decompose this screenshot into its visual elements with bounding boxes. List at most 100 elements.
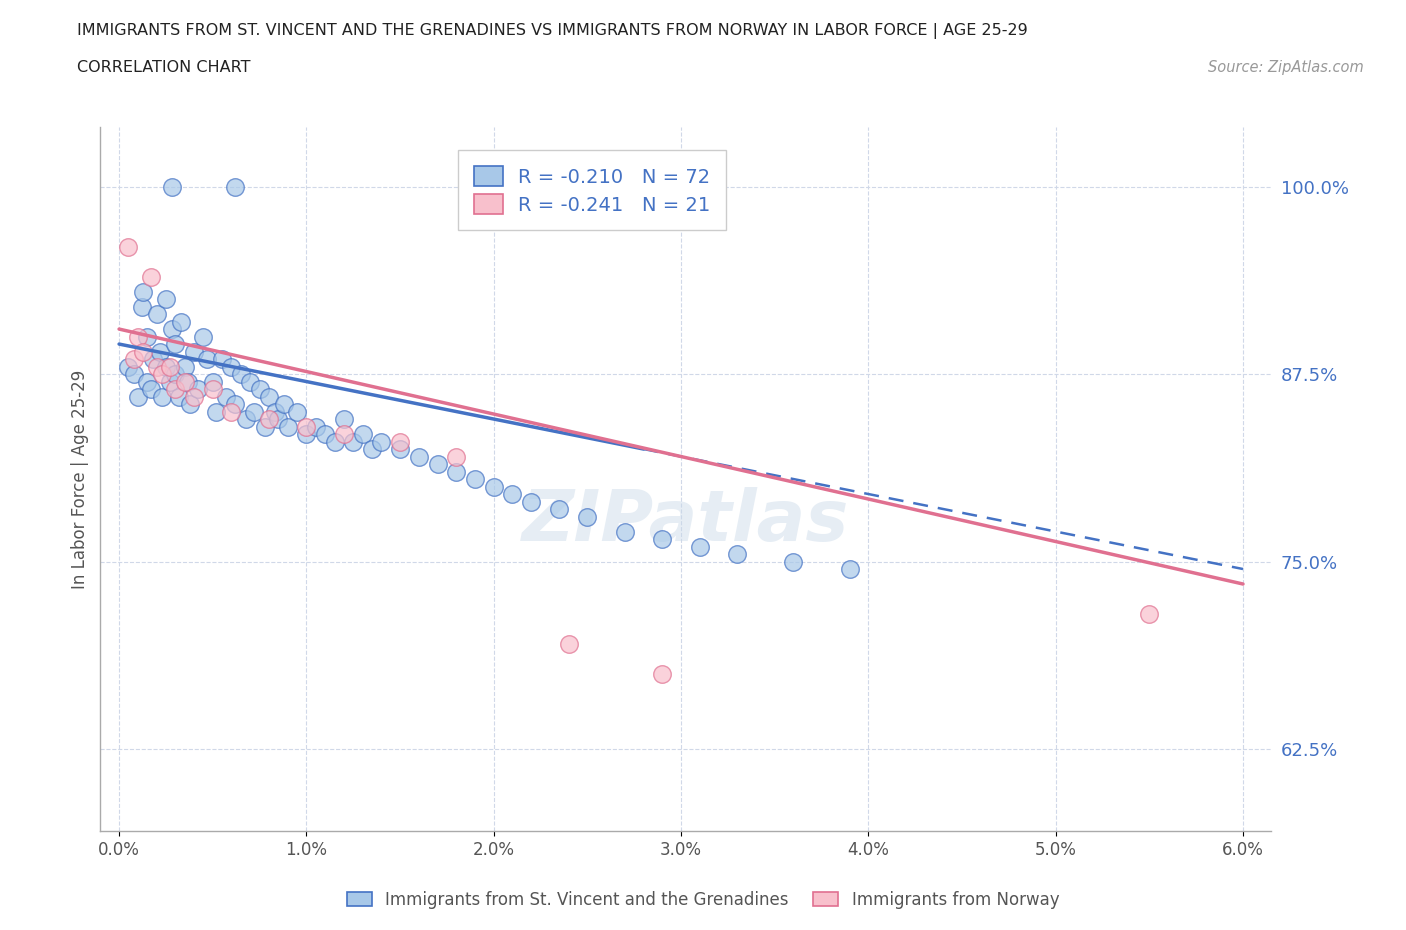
Point <box>117 359 139 374</box>
Point <box>201 381 224 396</box>
Point <box>1137 606 1160 621</box>
Point <box>235 412 257 427</box>
Point <box>548 501 571 516</box>
Point <box>155 292 177 307</box>
Point <box>501 486 523 501</box>
Point <box>257 389 280 404</box>
Point <box>314 427 336 442</box>
Point <box>127 389 149 404</box>
Point <box>149 344 172 359</box>
Point <box>221 359 243 374</box>
Legend: R = -0.210   N = 72, R = -0.241   N = 21: R = -0.210 N = 72, R = -0.241 N = 21 <box>458 151 725 231</box>
Point <box>239 374 262 389</box>
Point <box>482 479 505 494</box>
Point <box>139 381 162 396</box>
Point <box>838 562 860 577</box>
Point <box>211 352 233 366</box>
Point <box>295 419 318 434</box>
Point <box>187 381 209 396</box>
Point <box>295 427 318 442</box>
Point <box>201 374 224 389</box>
Point <box>136 329 159 344</box>
Point <box>689 539 711 554</box>
Point <box>285 405 308 419</box>
Point <box>361 442 384 457</box>
Point <box>145 359 167 374</box>
Point <box>333 427 356 442</box>
Point <box>183 389 205 404</box>
Point <box>142 352 165 366</box>
Point <box>127 329 149 344</box>
Legend: Immigrants from St. Vincent and the Grenadines, Immigrants from Norway: Immigrants from St. Vincent and the Gren… <box>339 883 1067 917</box>
Point <box>342 434 364 449</box>
Point <box>165 366 187 381</box>
Point <box>160 322 183 337</box>
Point <box>155 359 177 374</box>
Point <box>179 396 201 411</box>
Point <box>408 449 430 464</box>
Point <box>170 314 193 329</box>
Text: Source: ZipAtlas.com: Source: ZipAtlas.com <box>1208 60 1364 75</box>
Point <box>132 285 155 299</box>
Point <box>243 405 266 419</box>
Point <box>159 359 181 374</box>
Point <box>613 525 636 539</box>
Point <box>257 412 280 427</box>
Point <box>150 389 173 404</box>
Point <box>139 269 162 284</box>
Point <box>173 359 195 374</box>
Point <box>205 405 228 419</box>
Point <box>136 374 159 389</box>
Point <box>145 307 167 322</box>
Point <box>167 389 190 404</box>
Point <box>165 381 187 396</box>
Point <box>426 457 449 472</box>
Point <box>131 299 153 314</box>
Point <box>267 412 290 427</box>
Text: IMMIGRANTS FROM ST. VINCENT AND THE GRENADINES VS IMMIGRANTS FROM NORWAY IN LABO: IMMIGRANTS FROM ST. VINCENT AND THE GREN… <box>77 23 1028 39</box>
Point <box>221 405 243 419</box>
Point <box>277 419 299 434</box>
Point <box>160 179 183 194</box>
Point <box>173 374 195 389</box>
Point <box>254 419 277 434</box>
Point <box>273 396 295 411</box>
Point <box>159 374 181 389</box>
Point <box>725 547 748 562</box>
Point <box>122 352 145 366</box>
Point <box>249 381 271 396</box>
Point <box>195 352 218 366</box>
Point <box>557 636 579 651</box>
Point <box>132 344 155 359</box>
Point <box>520 494 543 509</box>
Point <box>183 344 205 359</box>
Point <box>389 434 412 449</box>
Point <box>464 472 486 486</box>
Point <box>150 366 173 381</box>
Point <box>122 366 145 381</box>
Point <box>333 412 356 427</box>
Point <box>224 396 246 411</box>
Point <box>446 449 468 464</box>
Point <box>352 427 374 442</box>
Point <box>193 329 215 344</box>
Point <box>576 509 599 524</box>
Point <box>229 366 252 381</box>
Point <box>215 389 238 404</box>
Point <box>224 179 246 194</box>
Y-axis label: In Labor Force | Age 25-29: In Labor Force | Age 25-29 <box>72 369 89 589</box>
Point <box>117 239 139 254</box>
Point <box>177 374 200 389</box>
Point <box>782 554 804 569</box>
Point <box>305 419 328 434</box>
Point <box>446 464 468 479</box>
Point <box>389 442 412 457</box>
Point <box>651 532 673 547</box>
Point <box>165 337 187 352</box>
Point <box>263 405 285 419</box>
Point <box>651 667 673 682</box>
Text: CORRELATION CHART: CORRELATION CHART <box>77 60 250 75</box>
Point <box>370 434 392 449</box>
Text: ZIPatlas: ZIPatlas <box>522 486 849 556</box>
Point <box>323 434 346 449</box>
